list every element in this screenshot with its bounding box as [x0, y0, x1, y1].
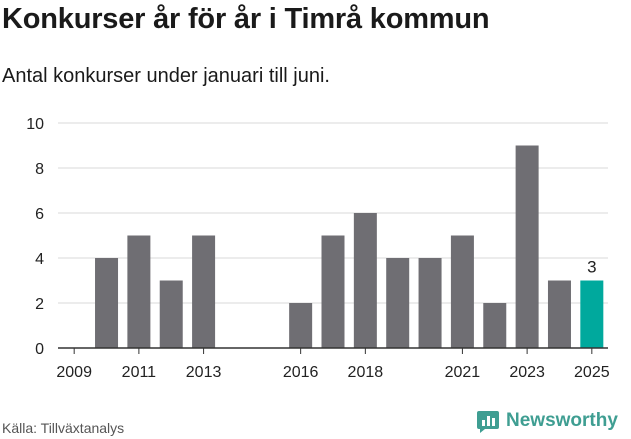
bar [386, 258, 410, 348]
y-tick-label: 2 [35, 296, 44, 313]
x-tick-label: 2013 [186, 364, 222, 381]
bar [450, 235, 474, 348]
data-label: 3 [587, 258, 596, 277]
y-tick-label: 8 [35, 161, 44, 178]
bar [321, 235, 345, 348]
source-note: Källa: Tillväxtanalys [2, 420, 125, 436]
bar [580, 280, 604, 348]
bar [192, 235, 216, 348]
x-tick-label: 2018 [348, 364, 384, 381]
newsworthy-logo[interactable]: Newsworthy [476, 409, 618, 433]
bar [127, 235, 151, 348]
bar [289, 303, 313, 348]
x-tick-label: 2016 [283, 364, 319, 381]
x-tick-label: 2021 [445, 364, 481, 381]
chart-title: Konkurser år för år i Timrå kommun [2, 3, 490, 35]
bar [418, 258, 442, 348]
brand-name: Newsworthy [506, 410, 618, 431]
y-tick-label: 10 [26, 116, 44, 133]
bar-chart: 0 2 4 6 8 10 3 2009 2011 2013 2016 2018 2021 2023 2025 [26, 116, 610, 381]
x-tick-label: 2023 [509, 364, 545, 381]
chart-subtitle: Antal konkurser under januari till juni. [2, 65, 330, 87]
y-tick-label: 4 [35, 251, 44, 268]
x-tick-label: 2025 [574, 364, 610, 381]
y-tick-label: 6 [35, 206, 44, 223]
bar [547, 280, 571, 348]
x-tick-label: 2011 [122, 364, 157, 381]
bar [483, 303, 507, 348]
x-tick-label: 2009 [56, 364, 92, 381]
bar [353, 213, 377, 348]
y-tick-label: 0 [35, 341, 44, 358]
bar [95, 258, 119, 348]
bar-chart-logo-icon [477, 411, 499, 433]
bar [515, 145, 539, 348]
bar [159, 280, 183, 348]
